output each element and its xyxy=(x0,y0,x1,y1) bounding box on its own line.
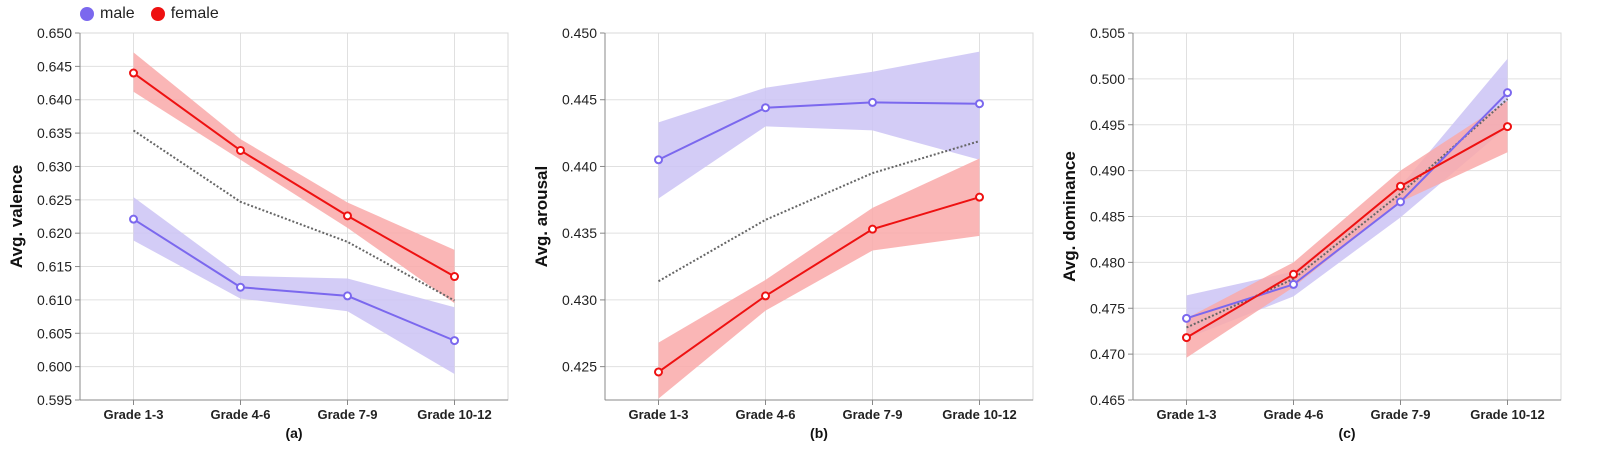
y-tick-label: 0.625 xyxy=(37,192,72,208)
y-tick-label: 0.445 xyxy=(562,92,597,108)
x-tick-label: Grade 7-9 xyxy=(1371,407,1431,422)
panel-title: (a) xyxy=(285,425,302,441)
x-tick-label: Grade 10-12 xyxy=(1470,407,1544,422)
data-point-female[interactable] xyxy=(1182,333,1191,343)
y-tick-label: 0.620 xyxy=(37,225,72,241)
x-tick-label: Grade 1-3 xyxy=(104,407,164,422)
series-line-female xyxy=(1185,125,1508,339)
y-tick-label: 0.600 xyxy=(37,359,72,375)
data-point-male[interactable] xyxy=(654,155,663,165)
panel-title: (c) xyxy=(1338,425,1355,441)
y-tick-label: 0.435 xyxy=(562,225,597,241)
data-point-female[interactable] xyxy=(129,68,138,78)
data-point-male[interactable] xyxy=(450,336,459,346)
legend-item-male[interactable]: male xyxy=(80,5,135,23)
y-tick-label: 0.635 xyxy=(37,125,72,141)
series-line-male xyxy=(132,218,455,342)
data-point-male[interactable] xyxy=(343,291,352,301)
y-axis-title: Avg. arousal xyxy=(532,166,551,267)
average-dotted-line xyxy=(658,140,980,283)
y-tick-label: 0.480 xyxy=(1090,254,1125,270)
series-line-male xyxy=(1186,91,1509,320)
data-point-male[interactable] xyxy=(1289,279,1298,289)
y-axis-title: Avg. valence xyxy=(7,165,26,268)
legend-swatch-female xyxy=(150,7,165,21)
y-tick-label: 0.465 xyxy=(1090,392,1125,408)
data-point-female[interactable] xyxy=(450,272,459,282)
legend: male female xyxy=(80,3,235,25)
y-tick-label: 0.505 xyxy=(1090,25,1125,41)
x-tick-label: Grade 4-6 xyxy=(211,407,271,422)
chart-panel-2: 0.425 0.430 0.435 0.440 0.445 0.450 Grade 1-3 G… xyxy=(532,25,1034,441)
x-tick-label: Grade 7-9 xyxy=(318,407,378,422)
legend-label-male: male xyxy=(100,5,135,22)
confidence-band-male xyxy=(133,197,455,374)
data-point-female[interactable] xyxy=(1289,269,1298,279)
data-point-male[interactable] xyxy=(1396,197,1405,207)
panel-title: (b) xyxy=(810,425,828,441)
confidence-band-female xyxy=(133,52,455,304)
x-tick-label: Grade 1-3 xyxy=(1157,407,1217,422)
legend-item-female[interactable]: female xyxy=(150,5,219,23)
y-tick-label: 0.470 xyxy=(1090,346,1125,362)
legend-label-female: female xyxy=(170,5,219,22)
y-tick-label: 0.495 xyxy=(1090,117,1125,133)
data-point-female[interactable] xyxy=(868,224,877,234)
data-point-male[interactable] xyxy=(975,99,984,109)
y-tick-label: 0.605 xyxy=(37,325,72,341)
y-tick-label: 0.610 xyxy=(37,292,72,308)
data-point-female[interactable] xyxy=(1503,122,1512,132)
y-tick-label: 0.475 xyxy=(1090,300,1125,316)
data-point-male[interactable] xyxy=(129,214,138,224)
data-point-female[interactable] xyxy=(1396,181,1405,191)
y-tick-label: 0.630 xyxy=(37,158,72,174)
data-point-male[interactable] xyxy=(1182,313,1191,323)
y-tick-label: 0.500 xyxy=(1090,71,1125,87)
series-line-male xyxy=(658,101,980,161)
average-dotted-line xyxy=(132,129,455,302)
data-point-female[interactable] xyxy=(654,367,663,377)
data-point-male[interactable] xyxy=(761,103,770,113)
y-tick-label: 0.485 xyxy=(1090,209,1125,225)
x-tick-label: Grade 7-9 xyxy=(843,407,903,422)
x-tick-label: Grade 1-3 xyxy=(629,407,689,422)
data-point-female[interactable] xyxy=(343,211,352,221)
y-tick-label: 0.595 xyxy=(37,392,72,408)
y-tick-label: 0.425 xyxy=(562,359,597,375)
series-line-female xyxy=(657,196,980,373)
y-tick-label: 0.440 xyxy=(562,158,597,174)
y-tick-label: 0.650 xyxy=(37,25,72,41)
x-tick-label: Grade 10-12 xyxy=(417,407,491,422)
chart-panel-1: 0.595 0.600 0.605 0.610 0.615 0.620 0.625 0.630… xyxy=(7,25,509,441)
y-axis-title: Avg. dominance xyxy=(1060,151,1079,282)
data-point-male[interactable] xyxy=(1503,88,1512,98)
y-tick-label: 0.430 xyxy=(562,292,597,308)
data-point-male[interactable] xyxy=(868,97,877,107)
y-tick-label: 0.490 xyxy=(1090,163,1125,179)
legend-swatch-male xyxy=(80,7,94,21)
data-point-female[interactable] xyxy=(761,291,770,301)
confidence-band-female xyxy=(658,158,980,399)
series-line-female xyxy=(132,72,455,278)
data-point-female[interactable] xyxy=(975,192,984,202)
y-tick-label: 0.450 xyxy=(562,25,597,41)
y-tick-label: 0.640 xyxy=(37,92,72,108)
data-point-male[interactable] xyxy=(236,282,245,292)
x-tick-label: Grade 4-6 xyxy=(1264,407,1324,422)
confidence-band-male xyxy=(658,51,980,199)
x-tick-label: Grade 10-12 xyxy=(942,407,1016,422)
x-tick-label: Grade 4-6 xyxy=(736,407,796,422)
y-tick-label: 0.645 xyxy=(37,58,72,74)
data-point-female[interactable] xyxy=(236,145,245,155)
y-tick-label: 0.615 xyxy=(37,259,72,275)
chart-panel-3: 0.465 0.470 0.475 0.480 0.485 0.490 0.495 0.500… xyxy=(1060,25,1562,441)
